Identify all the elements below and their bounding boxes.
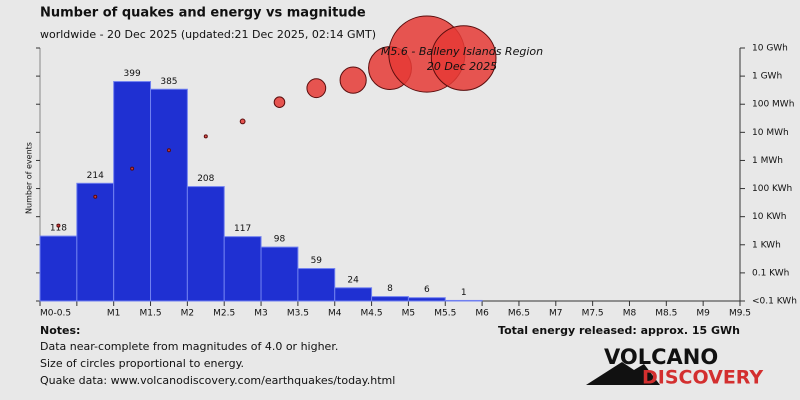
y2-tick-label: 0.1 KWh bbox=[752, 268, 789, 278]
energy-circle bbox=[203, 134, 208, 139]
energy-circle bbox=[339, 66, 367, 94]
energy-circle bbox=[430, 25, 497, 91]
x-tick-label: M5.5 bbox=[434, 309, 456, 319]
chart-subtitle: worldwide - 20 Dec 2025 (updated:21 Dec … bbox=[40, 28, 376, 41]
x-tick-label: M7.5 bbox=[582, 309, 604, 319]
x-tick-label: M3 bbox=[254, 309, 268, 319]
energy-circle bbox=[56, 223, 61, 228]
y2-tick-label: 100 MWh bbox=[752, 100, 794, 110]
value-label: 117 bbox=[234, 224, 251, 234]
x-tick-label: M6 bbox=[475, 309, 489, 319]
chart-title: Number of quakes and energy vs magnitude bbox=[40, 6, 366, 21]
y2-tick-label: <0.1 KWh bbox=[752, 297, 797, 307]
bar bbox=[113, 81, 152, 302]
bar bbox=[371, 296, 409, 302]
y2-tick-label: 1 KWh bbox=[752, 240, 781, 250]
x-tick-label: M1.5 bbox=[139, 309, 161, 319]
note: Quake data: www.volcanodiscovery.com/ear… bbox=[40, 374, 395, 387]
x-tick-label: M1 bbox=[107, 309, 121, 319]
x-tick-label: M2.5 bbox=[213, 309, 235, 319]
note: Data near-complete from magnitudes of 4.… bbox=[40, 340, 338, 353]
y2-tick-label: 100 KWh bbox=[752, 184, 792, 194]
energy-circle bbox=[93, 194, 98, 199]
energy-circle bbox=[273, 96, 286, 108]
bar bbox=[223, 236, 262, 302]
x-tick-label: M6.5 bbox=[508, 309, 530, 319]
logo-text: VOLCANO bbox=[604, 345, 718, 369]
y2-tick-label: 10 KWh bbox=[752, 212, 787, 222]
energy-circle bbox=[239, 118, 246, 125]
x-tick-label: M4.5 bbox=[361, 309, 383, 319]
logo-mountain bbox=[586, 362, 660, 385]
energy-circle bbox=[130, 166, 135, 171]
value-label: 98 bbox=[274, 235, 286, 245]
x-tick-label: M3.5 bbox=[287, 309, 309, 319]
x-tick-label: M7 bbox=[549, 309, 563, 319]
bar bbox=[334, 287, 373, 302]
value-label: 6 bbox=[424, 285, 430, 295]
value-label: 118 bbox=[50, 224, 67, 234]
y2-tick-label: 10 MWh bbox=[752, 128, 789, 138]
x-tick-label: M9 bbox=[696, 309, 710, 319]
value-label: 399 bbox=[124, 69, 141, 79]
x-tick-label: M5 bbox=[402, 309, 416, 319]
note: Size of circles proportional to energy. bbox=[40, 357, 244, 370]
value-label: 59 bbox=[311, 256, 323, 266]
bar bbox=[39, 235, 78, 302]
value-label: 208 bbox=[197, 174, 214, 184]
value-label: 24 bbox=[347, 275, 359, 285]
bar bbox=[76, 182, 115, 302]
y-axis-label: Number of events bbox=[25, 142, 34, 214]
annotation: 20 Dec 2025 bbox=[427, 60, 497, 73]
bar bbox=[150, 88, 188, 302]
x-tick-label: M4 bbox=[328, 309, 342, 319]
x-tick-label: M8 bbox=[623, 309, 637, 319]
y2-tick-label: 10 GWh bbox=[752, 44, 788, 54]
notes-title: Notes: bbox=[40, 324, 80, 337]
bar bbox=[260, 246, 299, 302]
bar bbox=[407, 297, 446, 302]
value-label: 8 bbox=[387, 284, 393, 294]
x-tick-label: M8.5 bbox=[655, 309, 677, 319]
value-label: 385 bbox=[160, 77, 177, 87]
bar bbox=[186, 186, 225, 302]
energy-circle bbox=[166, 148, 171, 153]
bar bbox=[444, 299, 483, 302]
value-label: 1 bbox=[461, 288, 467, 298]
x-tick-label: M9.5 bbox=[729, 309, 751, 319]
annotation: M5.6 - Balleny Islands Region bbox=[381, 45, 543, 58]
x-tick-label: M2 bbox=[181, 309, 195, 319]
energy-circle bbox=[306, 78, 327, 99]
bar bbox=[297, 268, 336, 302]
y2-tick-label: 1 MWh bbox=[752, 156, 783, 166]
x-tick-label: M0-0.5 bbox=[40, 309, 71, 319]
y2-tick-label: 1 GWh bbox=[752, 72, 782, 82]
logo-text: DISCOVERY bbox=[642, 367, 763, 389]
value-label: 214 bbox=[87, 171, 104, 181]
total-energy: Total energy released: approx. 15 GWh bbox=[498, 324, 740, 337]
